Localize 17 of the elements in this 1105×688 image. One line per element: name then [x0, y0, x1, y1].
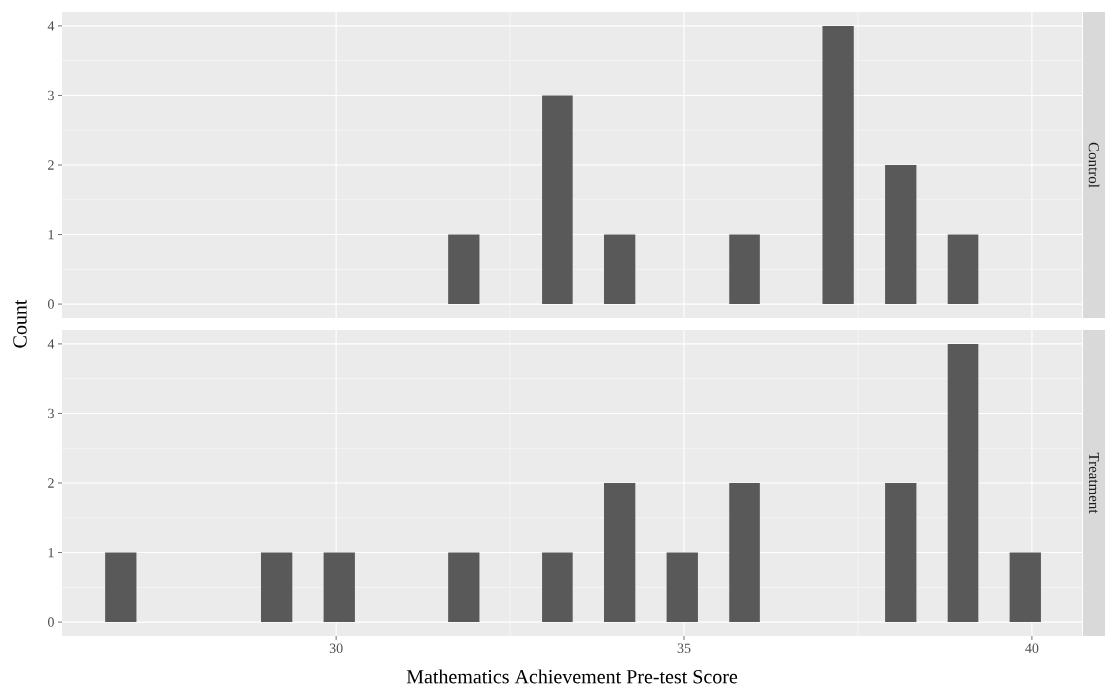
text: Control: [1088, 142, 1100, 188]
y-tick-label: 0: [48, 299, 54, 309]
y-axis-title: Count: [13, 299, 27, 348]
y-tick-label: 0: [48, 617, 54, 627]
y-tick-label: 3: [48, 90, 54, 101]
x-tick-label: 35: [677, 643, 691, 653]
x-tick-label: 40: [1025, 643, 1039, 653]
text: Treatment: [1089, 452, 1099, 514]
y-tick-label: 1: [48, 229, 54, 240]
y-tick-label: 4: [47, 339, 55, 349]
y-tick-label: 3: [48, 408, 54, 419]
y-tick-label: 2: [48, 160, 54, 170]
y-tick-label: 1: [48, 547, 54, 558]
x-axis-title: Mathematics Achievement Pre-test Score: [406, 669, 738, 684]
y-tick-label: 2: [48, 478, 54, 488]
y-tick-label: 4: [47, 21, 55, 31]
x-tick-label: 30: [329, 643, 343, 653]
